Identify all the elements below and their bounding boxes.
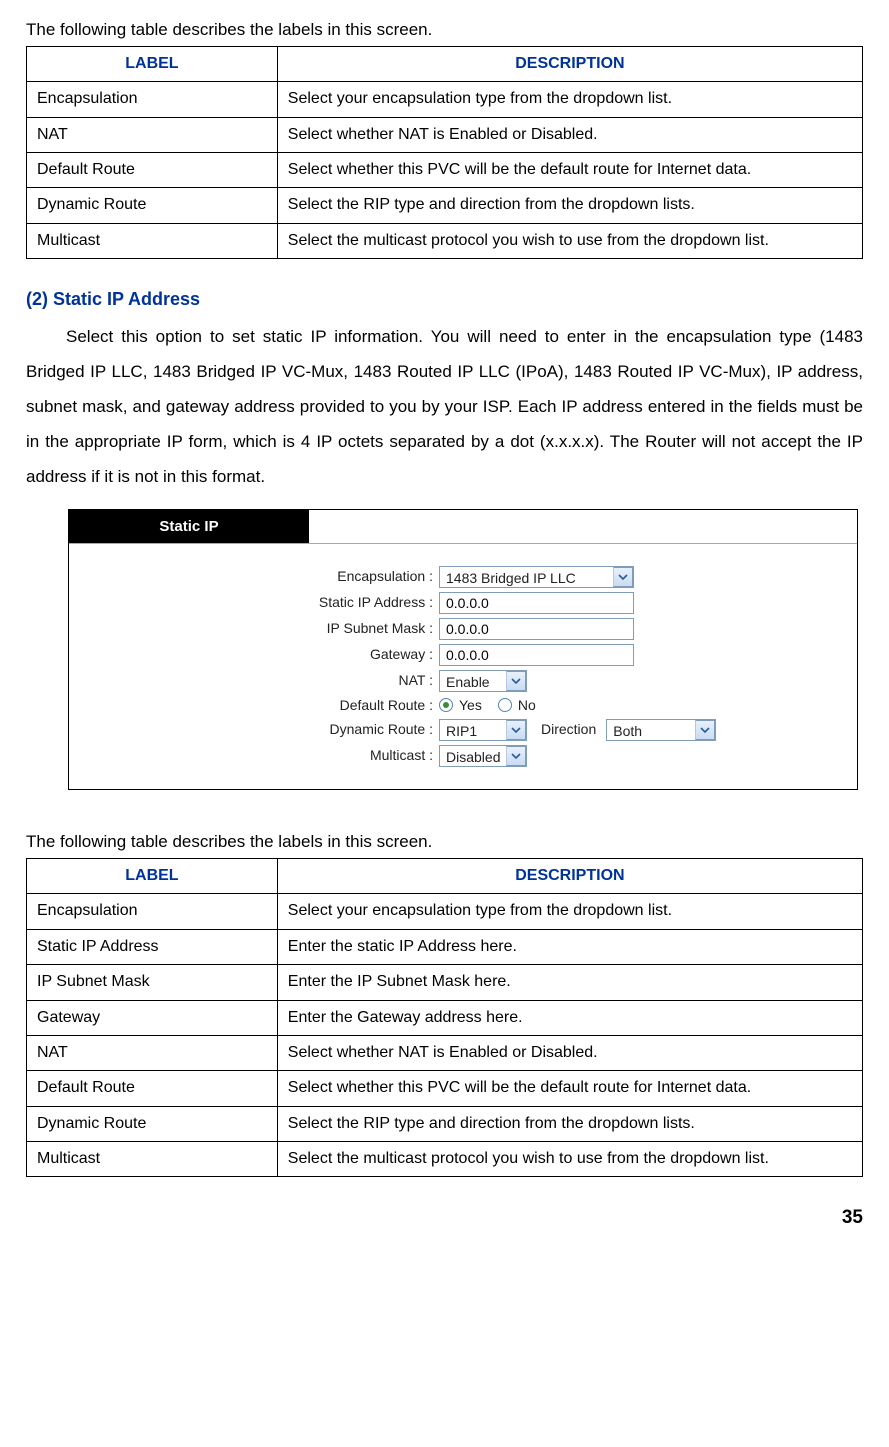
table1-header-label: LABEL bbox=[27, 46, 278, 81]
cell-label: Multicast bbox=[27, 223, 278, 258]
table-row: Default RouteSelect whether this PVC wil… bbox=[27, 1071, 863, 1106]
cell-desc: Enter the IP Subnet Mask here. bbox=[277, 965, 862, 1000]
cell-label: IP Subnet Mask bbox=[27, 965, 278, 1000]
multicast-select[interactable]: Disabled bbox=[439, 745, 527, 767]
direction-select[interactable]: Both bbox=[606, 719, 716, 741]
gateway-input[interactable] bbox=[439, 644, 634, 666]
cell-label: Default Route bbox=[27, 152, 278, 187]
cell-label: Gateway bbox=[27, 1000, 278, 1035]
label-static-ip: Static IP Address : bbox=[79, 593, 439, 613]
description-table-1: LABEL DESCRIPTION EncapsulationSelect yo… bbox=[26, 46, 863, 259]
nat-select[interactable]: Enable bbox=[439, 670, 527, 692]
cell-desc: Enter the Gateway address here. bbox=[277, 1000, 862, 1035]
cell-desc: Select the multicast protocol you wish t… bbox=[277, 223, 862, 258]
table2-header-label: LABEL bbox=[27, 858, 278, 893]
encapsulation-value: 1483 Bridged IP LLC bbox=[439, 566, 634, 588]
cell-label: NAT bbox=[27, 117, 278, 152]
cell-desc: Select your encapsulation type from the … bbox=[277, 894, 862, 929]
section-body-static-ip: Select this option to set static IP info… bbox=[26, 320, 863, 494]
table2-header-desc: DESCRIPTION bbox=[277, 858, 862, 893]
cell-desc: Select the RIP type and direction from t… bbox=[277, 188, 862, 223]
cell-desc: Select whether this PVC will be the defa… bbox=[277, 152, 862, 187]
label-encapsulation: Encapsulation : bbox=[79, 567, 439, 587]
table-row: MulticastSelect the multicast protocol y… bbox=[27, 223, 863, 258]
cell-label: Dynamic Route bbox=[27, 1106, 278, 1141]
cell-label: Dynamic Route bbox=[27, 188, 278, 223]
chevron-down-icon bbox=[506, 671, 526, 691]
default-route-yes-radio[interactable] bbox=[439, 698, 453, 712]
chevron-down-icon bbox=[695, 720, 715, 740]
tab-static-ip[interactable]: Static IP bbox=[69, 510, 309, 543]
cell-desc: Select whether NAT is Enabled or Disable… bbox=[277, 117, 862, 152]
cell-label: Encapsulation bbox=[27, 82, 278, 117]
cell-desc: Select the RIP type and direction from t… bbox=[277, 1106, 862, 1141]
label-subnet: IP Subnet Mask : bbox=[79, 619, 439, 639]
static-ip-input[interactable] bbox=[439, 592, 634, 614]
chevron-down-icon bbox=[613, 567, 633, 587]
radio-label-no: No bbox=[518, 696, 536, 716]
cell-desc: Select your encapsulation type from the … bbox=[277, 82, 862, 117]
table-row: Dynamic RouteSelect the RIP type and dir… bbox=[27, 188, 863, 223]
table1-header-desc: DESCRIPTION bbox=[277, 46, 862, 81]
table-row: NATSelect whether NAT is Enabled or Disa… bbox=[27, 117, 863, 152]
static-ip-screenshot: Static IP Encapsulation : 1483 Bridged I… bbox=[68, 509, 858, 791]
table-row: GatewayEnter the Gateway address here. bbox=[27, 1000, 863, 1035]
label-nat: NAT : bbox=[79, 671, 439, 691]
table-row: Static IP AddressEnter the static IP Add… bbox=[27, 929, 863, 964]
table-row: MulticastSelect the multicast protocol y… bbox=[27, 1142, 863, 1177]
table-row: Default RouteSelect whether this PVC wil… bbox=[27, 152, 863, 187]
table-row: EncapsulationSelect your encapsulation t… bbox=[27, 894, 863, 929]
default-route-no-radio[interactable] bbox=[498, 698, 512, 712]
cell-desc: Enter the static IP Address here. bbox=[277, 929, 862, 964]
description-table-2: LABEL DESCRIPTION EncapsulationSelect yo… bbox=[26, 858, 863, 1178]
encapsulation-select[interactable]: 1483 Bridged IP LLC bbox=[439, 566, 634, 588]
label-multicast: Multicast : bbox=[79, 746, 439, 766]
table-row: NATSelect whether NAT is Enabled or Disa… bbox=[27, 1035, 863, 1070]
cell-desc: Select whether NAT is Enabled or Disable… bbox=[277, 1035, 862, 1070]
cell-label: Static IP Address bbox=[27, 929, 278, 964]
page-number: 35 bbox=[26, 1205, 863, 1232]
intro-text-1: The following table describes the labels… bbox=[26, 18, 863, 42]
cell-label: Default Route bbox=[27, 1071, 278, 1106]
table-row: IP Subnet MaskEnter the IP Subnet Mask h… bbox=[27, 965, 863, 1000]
chevron-down-icon bbox=[506, 720, 526, 740]
table-row: Dynamic RouteSelect the RIP type and dir… bbox=[27, 1106, 863, 1141]
label-default-route: Default Route : bbox=[79, 696, 439, 716]
label-dynamic-route: Dynamic Route : bbox=[79, 720, 439, 740]
intro-text-2: The following table describes the labels… bbox=[26, 830, 863, 854]
label-gateway: Gateway : bbox=[79, 645, 439, 665]
cell-label: Multicast bbox=[27, 1142, 278, 1177]
cell-desc: Select whether this PVC will be the defa… bbox=[277, 1071, 862, 1106]
radio-label-yes: Yes bbox=[459, 696, 482, 716]
tab-bar: Static IP bbox=[69, 510, 857, 543]
cell-label: NAT bbox=[27, 1035, 278, 1070]
label-direction: Direction bbox=[541, 720, 596, 740]
static-ip-form: Encapsulation : 1483 Bridged IP LLC Stat… bbox=[69, 554, 857, 790]
section-title-static-ip: (2) Static IP Address bbox=[26, 287, 863, 312]
cell-desc: Select the multicast protocol you wish t… bbox=[277, 1142, 862, 1177]
subnet-input[interactable] bbox=[439, 618, 634, 640]
dynamic-route-select[interactable]: RIP1 bbox=[439, 719, 527, 741]
chevron-down-icon bbox=[506, 746, 526, 766]
cell-label: Encapsulation bbox=[27, 894, 278, 929]
table-row: EncapsulationSelect your encapsulation t… bbox=[27, 82, 863, 117]
